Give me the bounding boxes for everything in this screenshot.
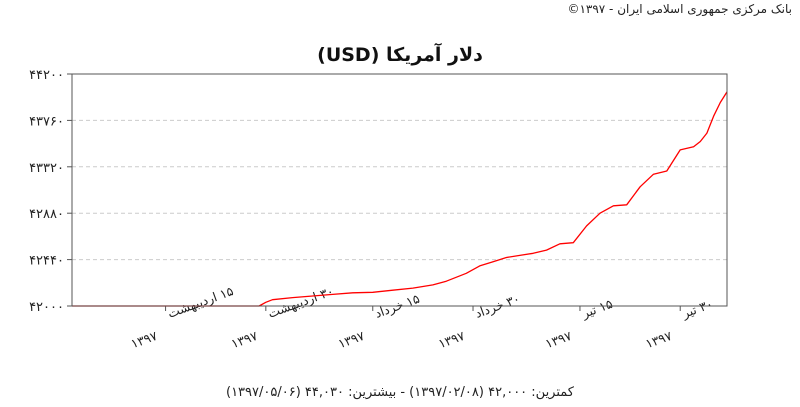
x-tick-year: ۱۳۹۷ bbox=[336, 328, 367, 351]
y-tick-label: ۴۳۷۶۰ bbox=[29, 114, 64, 129]
series-line bbox=[72, 91, 728, 307]
y-tick-label: ۴۳۳۲۰ bbox=[29, 161, 64, 176]
y-tick-label: ۴۴۲۰۰ bbox=[29, 68, 64, 83]
copyright-text: بانک مرکزی جمهوری اسلامی ایران - ۱۳۹۷© bbox=[567, 2, 792, 16]
x-tick-year: ۱۳۹۷ bbox=[436, 328, 467, 351]
y-tick-label: ۴۲۴۴۰ bbox=[29, 254, 64, 269]
x-tick-day-month: ۱۵ اردیبهشت bbox=[165, 283, 236, 322]
x-tick-year: ۱۳۹۷ bbox=[643, 328, 674, 351]
y-tick-label: ۴۲۸۸۰ bbox=[29, 207, 64, 222]
x-tick-year: ۱۳۹۷ bbox=[543, 328, 574, 351]
series-layer bbox=[72, 91, 728, 307]
x-tick-day-month: ۱۵ تیر bbox=[579, 296, 615, 322]
x-tick-year: ۱۳۹۷ bbox=[129, 328, 160, 351]
min-max-caption: کمترین: ۴۲,۰۰۰ (۱۳۹۷/۰۲/۰۸) - بیشترین: ۴… bbox=[226, 385, 574, 400]
x-tick-year: ۱۳۹۷ bbox=[229, 328, 260, 351]
x-tick-day-month: ۳۰ اردیبهشت bbox=[266, 283, 336, 322]
chart-title: دلار آمریکا (USD) bbox=[317, 44, 483, 66]
plot-frame bbox=[71, 73, 728, 307]
x-tick-label: ۳۰ اردیبهشت ۱۳۹۷ bbox=[229, 283, 336, 351]
grid-lines bbox=[72, 119, 727, 261]
x-tick-day-month: ۳۰ تیر bbox=[679, 296, 715, 322]
y-tick-label: ۴۲۰۰۰ bbox=[29, 300, 64, 315]
y-axis-ticks: ۴۲۰۰۰ ۴۲۴۴۰ ۴۲۸۸۰ ۴۳۳۲۰ ۴۳۷۶۰ ۴۴۲۰۰ bbox=[29, 68, 72, 315]
